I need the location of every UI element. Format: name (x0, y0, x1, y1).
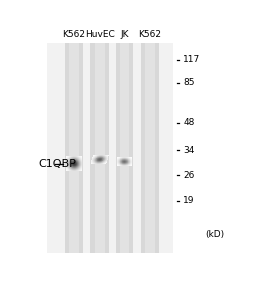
Bar (120, 43, 129, 253)
Text: 117: 117 (183, 55, 201, 64)
Text: (kD): (kD) (205, 230, 225, 239)
Bar (145, 43, 155, 253)
Text: 19: 19 (183, 196, 195, 205)
Text: 85: 85 (183, 78, 195, 87)
Text: C1QBP: C1QBP (39, 159, 76, 169)
Text: JK: JK (120, 31, 129, 40)
Text: K562: K562 (62, 31, 86, 40)
Text: K562: K562 (138, 31, 161, 40)
Text: 34: 34 (183, 146, 195, 154)
Text: 26: 26 (183, 171, 195, 180)
Bar (65, 43, 83, 253)
Bar (47, 43, 173, 253)
Bar (69, 43, 79, 253)
Bar (140, 43, 159, 253)
Bar (116, 43, 133, 253)
Bar (94, 43, 105, 253)
Text: HuvEC: HuvEC (85, 31, 115, 40)
Text: 48: 48 (183, 118, 195, 127)
Bar (90, 43, 109, 253)
